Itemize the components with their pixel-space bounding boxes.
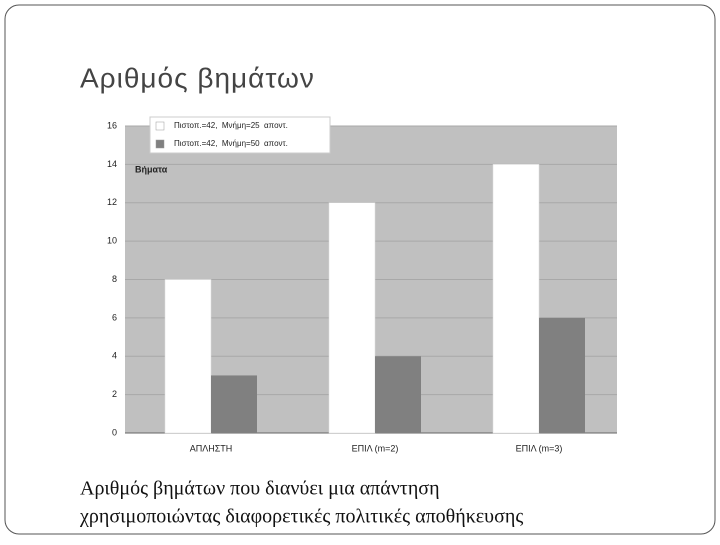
legend-swatch [155,121,165,131]
caption-line: χρησιμοποιώντας διαφορετικές πολιτικές α… [79,506,523,528]
y-tick-label: 14 [107,159,117,169]
bar [492,164,540,434]
legend-box [149,116,331,154]
legend-label: Πιστοπ.=42, Μνήμη=25 αποντ. [174,121,288,130]
y-axis-label: Βήματα [135,164,168,174]
y-tick-label: 12 [107,197,117,207]
y-tick-label: 6 [112,312,117,322]
bar [328,202,376,434]
legend-swatch [155,139,165,149]
bar [164,279,212,434]
y-tick-label: 4 [112,351,117,361]
y-tick-label: 8 [112,274,117,284]
y-tick-label: 2 [112,389,117,399]
x-tick-label: ΕΠΙΛ (m=3) [516,443,563,453]
bar [539,317,585,433]
caption-line: Αριθμός βημάτων που διανύει μια απάντηση [80,478,440,500]
legend-label: Πιστοπ.=42, Μνήμη=50 αποντ. [174,139,288,148]
y-tick-label: 0 [112,427,117,437]
y-tick-label: 10 [107,236,117,246]
x-tick-label: ΑΠΛΗΣΤΗ [190,443,233,453]
y-tick-label: 16 [107,120,117,130]
bar [375,356,421,433]
slide-title: Αριθμός βημάτων [80,62,315,93]
x-tick-label: ΕΠΙΛ (m=2) [352,443,399,453]
bar [211,375,257,433]
